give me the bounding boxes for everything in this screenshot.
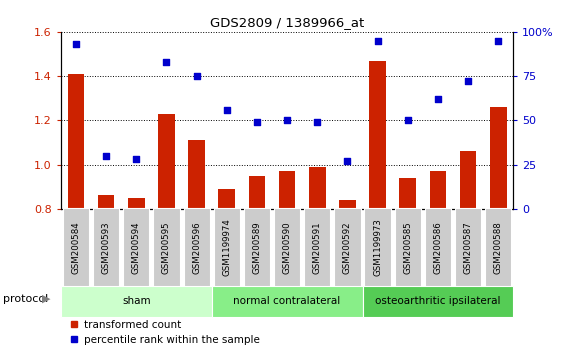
Text: GSM1199973: GSM1199973	[373, 218, 382, 276]
Text: GSM200584: GSM200584	[71, 221, 81, 274]
FancyBboxPatch shape	[274, 208, 300, 287]
Point	[222, 107, 231, 113]
Text: sham: sham	[122, 296, 151, 306]
Bar	[430, 171, 446, 209]
FancyBboxPatch shape	[212, 286, 362, 316]
Bar	[188, 140, 205, 209]
Text: GSM1199974: GSM1199974	[222, 218, 231, 276]
Text: GSM200587: GSM200587	[463, 221, 473, 274]
Point	[282, 118, 292, 123]
Bar	[68, 74, 84, 209]
Bar	[249, 176, 265, 209]
Text: GSM200595: GSM200595	[162, 221, 171, 274]
FancyBboxPatch shape	[485, 208, 512, 287]
Bar	[339, 200, 356, 209]
Bar	[279, 171, 295, 209]
Point	[162, 59, 171, 65]
Text: GSM200591: GSM200591	[313, 221, 322, 274]
Text: GSM200589: GSM200589	[252, 221, 262, 274]
Bar	[400, 178, 416, 209]
Point	[132, 156, 141, 162]
Text: GSM200590: GSM200590	[282, 221, 292, 274]
Point	[403, 118, 412, 123]
Text: normal contralateral: normal contralateral	[234, 296, 340, 306]
Bar	[158, 114, 175, 209]
Text: GSM200596: GSM200596	[192, 221, 201, 274]
Point	[494, 38, 503, 44]
Text: protocol: protocol	[3, 294, 48, 304]
Text: ▶: ▶	[42, 294, 50, 304]
Point	[463, 79, 473, 84]
FancyBboxPatch shape	[183, 208, 210, 287]
FancyBboxPatch shape	[63, 208, 89, 287]
FancyBboxPatch shape	[123, 208, 150, 287]
Text: GSM200594: GSM200594	[132, 221, 141, 274]
Point	[71, 41, 81, 47]
Text: GSM200586: GSM200586	[433, 221, 443, 274]
Text: GSM200585: GSM200585	[403, 221, 412, 274]
Text: GSM200592: GSM200592	[343, 221, 352, 274]
Legend: transformed count, percentile rank within the sample: transformed count, percentile rank withi…	[66, 316, 264, 349]
FancyBboxPatch shape	[213, 208, 240, 287]
Title: GDS2809 / 1389966_at: GDS2809 / 1389966_at	[210, 16, 364, 29]
FancyBboxPatch shape	[364, 208, 391, 287]
Point	[373, 38, 382, 44]
Bar	[309, 167, 325, 209]
Bar	[490, 107, 506, 209]
Point	[252, 119, 262, 125]
Bar	[460, 151, 476, 209]
Bar	[98, 195, 114, 209]
FancyBboxPatch shape	[362, 286, 513, 316]
FancyBboxPatch shape	[425, 208, 451, 287]
FancyBboxPatch shape	[93, 208, 119, 287]
Point	[433, 96, 443, 102]
FancyBboxPatch shape	[153, 208, 180, 287]
FancyBboxPatch shape	[244, 208, 270, 287]
Point	[313, 119, 322, 125]
Point	[192, 73, 201, 79]
Text: GSM200588: GSM200588	[494, 221, 503, 274]
FancyBboxPatch shape	[304, 208, 331, 287]
Bar	[219, 189, 235, 209]
Point	[102, 153, 111, 159]
Bar	[369, 61, 386, 209]
FancyBboxPatch shape	[61, 286, 212, 316]
Bar	[128, 198, 144, 209]
FancyBboxPatch shape	[455, 208, 481, 287]
FancyBboxPatch shape	[334, 208, 361, 287]
Point	[343, 158, 352, 164]
Text: osteoarthritic ipsilateral: osteoarthritic ipsilateral	[375, 296, 501, 306]
Text: GSM200593: GSM200593	[102, 221, 111, 274]
FancyBboxPatch shape	[394, 208, 421, 287]
